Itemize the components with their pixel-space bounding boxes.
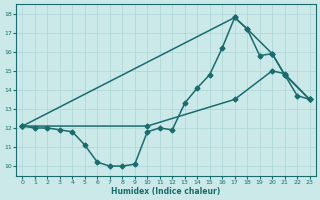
X-axis label: Humidex (Indice chaleur): Humidex (Indice chaleur) (111, 187, 221, 196)
